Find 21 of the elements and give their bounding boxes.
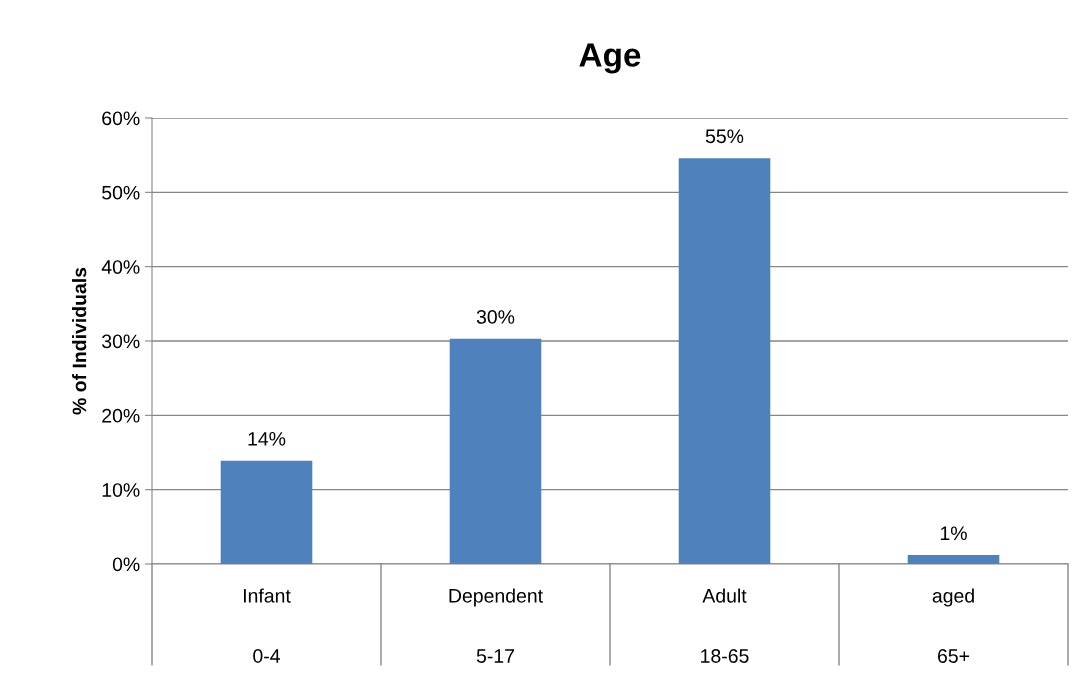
category-label: aged 65+	[932, 588, 974, 663]
bar	[220, 460, 313, 564]
data-label: 14%	[248, 432, 286, 446]
y-tick-label: 0%	[112, 557, 140, 572]
y-tick-label: 30%	[102, 334, 140, 349]
category-label: Adult 18-65	[701, 588, 749, 663]
category-label: Dependent 5-17	[449, 588, 543, 663]
bar	[907, 555, 1000, 564]
y-tick-label: 10%	[102, 483, 140, 497]
data-label: 30%	[476, 310, 515, 324]
y-tick-label: 20%	[102, 408, 140, 423]
bar	[449, 338, 542, 564]
y-axis-title: % of Individuals	[72, 267, 87, 415]
y-tick-label: 50%	[102, 185, 140, 200]
category-label: Infant 0-4	[243, 588, 291, 663]
data-label: 55%	[705, 129, 744, 144]
y-tick-label: 60%	[102, 111, 140, 126]
chart-title: Age	[579, 43, 641, 74]
bar	[678, 158, 771, 564]
y-tick-label: 40%	[101, 260, 140, 274]
data-label: 1%	[940, 526, 967, 541]
